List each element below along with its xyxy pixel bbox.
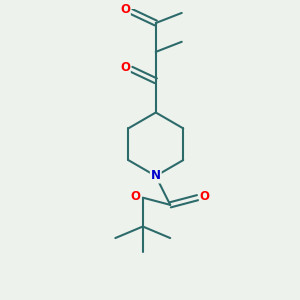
Text: O: O [120, 61, 130, 74]
Text: N: N [151, 169, 161, 182]
Text: O: O [130, 190, 141, 203]
Text: O: O [200, 190, 210, 203]
Text: O: O [120, 3, 130, 16]
